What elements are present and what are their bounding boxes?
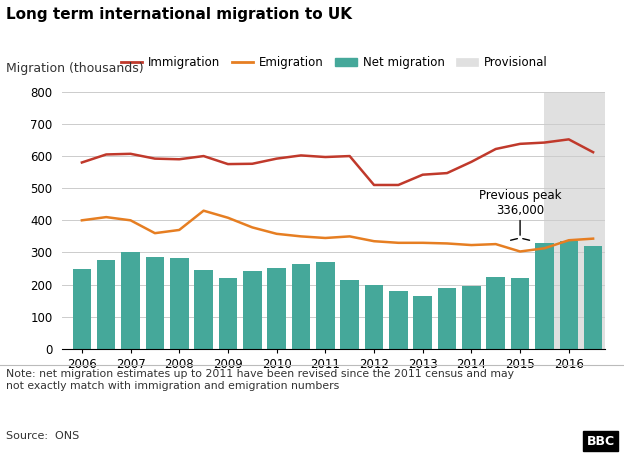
Text: Long term international migration to UK: Long term international migration to UK <box>6 7 352 22</box>
Bar <box>267 268 286 349</box>
Bar <box>487 276 505 349</box>
Text: Previous peak
336,000: Previous peak 336,000 <box>479 189 562 217</box>
Bar <box>414 296 432 349</box>
Bar <box>121 252 140 349</box>
Bar <box>97 260 115 349</box>
Legend: Immigration, Emigration, Net migration, Provisional: Immigration, Emigration, Net migration, … <box>116 51 552 74</box>
Bar <box>72 269 91 349</box>
Bar <box>145 257 164 349</box>
Bar <box>316 262 334 349</box>
Bar <box>511 278 529 349</box>
Bar <box>560 241 578 349</box>
Bar <box>243 271 261 349</box>
Text: Note: net migration estimates up to 2011 have been revised since the 2011 census: Note: net migration estimates up to 2011… <box>6 369 514 391</box>
Bar <box>365 285 383 349</box>
Bar <box>170 258 188 349</box>
Text: Source:  ONS: Source: ONS <box>6 431 79 441</box>
Bar <box>341 280 359 349</box>
Bar <box>194 270 213 349</box>
Bar <box>462 286 480 349</box>
Bar <box>535 243 553 349</box>
Text: BBC: BBC <box>587 435 615 448</box>
Bar <box>389 291 407 349</box>
Text: Migration (thousands): Migration (thousands) <box>6 62 144 75</box>
Bar <box>438 288 456 349</box>
Bar <box>218 278 237 349</box>
Bar <box>292 263 310 349</box>
Bar <box>584 246 602 349</box>
Bar <box>544 92 605 349</box>
